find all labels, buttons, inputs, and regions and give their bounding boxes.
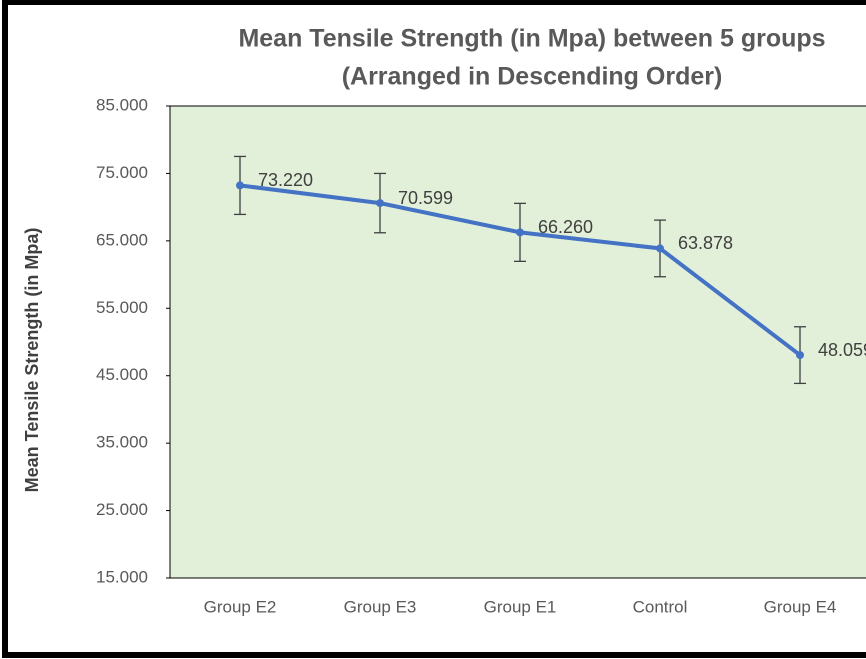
point [376,199,384,208]
point [796,351,804,360]
y-tick-label: 55.000 [96,298,148,317]
chart-title: Mean Tensile Strength (in Mpa) between 5… [238,25,825,53]
y-tick-label: 25.000 [96,500,148,519]
x-tick-label: Group E3 [344,597,417,616]
y-tick-label: 15.000 [96,567,148,586]
data-label: 63.878 [678,233,733,253]
plot-area [169,105,866,579]
y-tick-label: 85.000 [96,95,148,114]
point [656,244,664,253]
point [236,181,244,190]
chart-subtitle: (Arranged in Descending Order) [342,63,723,91]
y-tick-label: 45.000 [96,365,148,384]
y-tick-label: 35.000 [96,433,148,452]
point [516,228,524,237]
y-axis-label: Mean Tensile Strength (in Mpa) [22,228,42,493]
data-label: 48.059 [818,340,866,360]
y-tick-label: 75.000 [96,163,148,182]
data-label: 66.260 [538,217,593,237]
x-tick-label: Control [633,597,688,616]
y-tick-label: 65.000 [96,230,148,249]
data-label: 70.599 [398,188,453,208]
x-tick-label: Group E2 [204,597,277,616]
x-tick-label: Group E1 [484,597,557,616]
data-label: 73.220 [258,170,313,190]
x-tick-label: Group E4 [764,597,837,616]
